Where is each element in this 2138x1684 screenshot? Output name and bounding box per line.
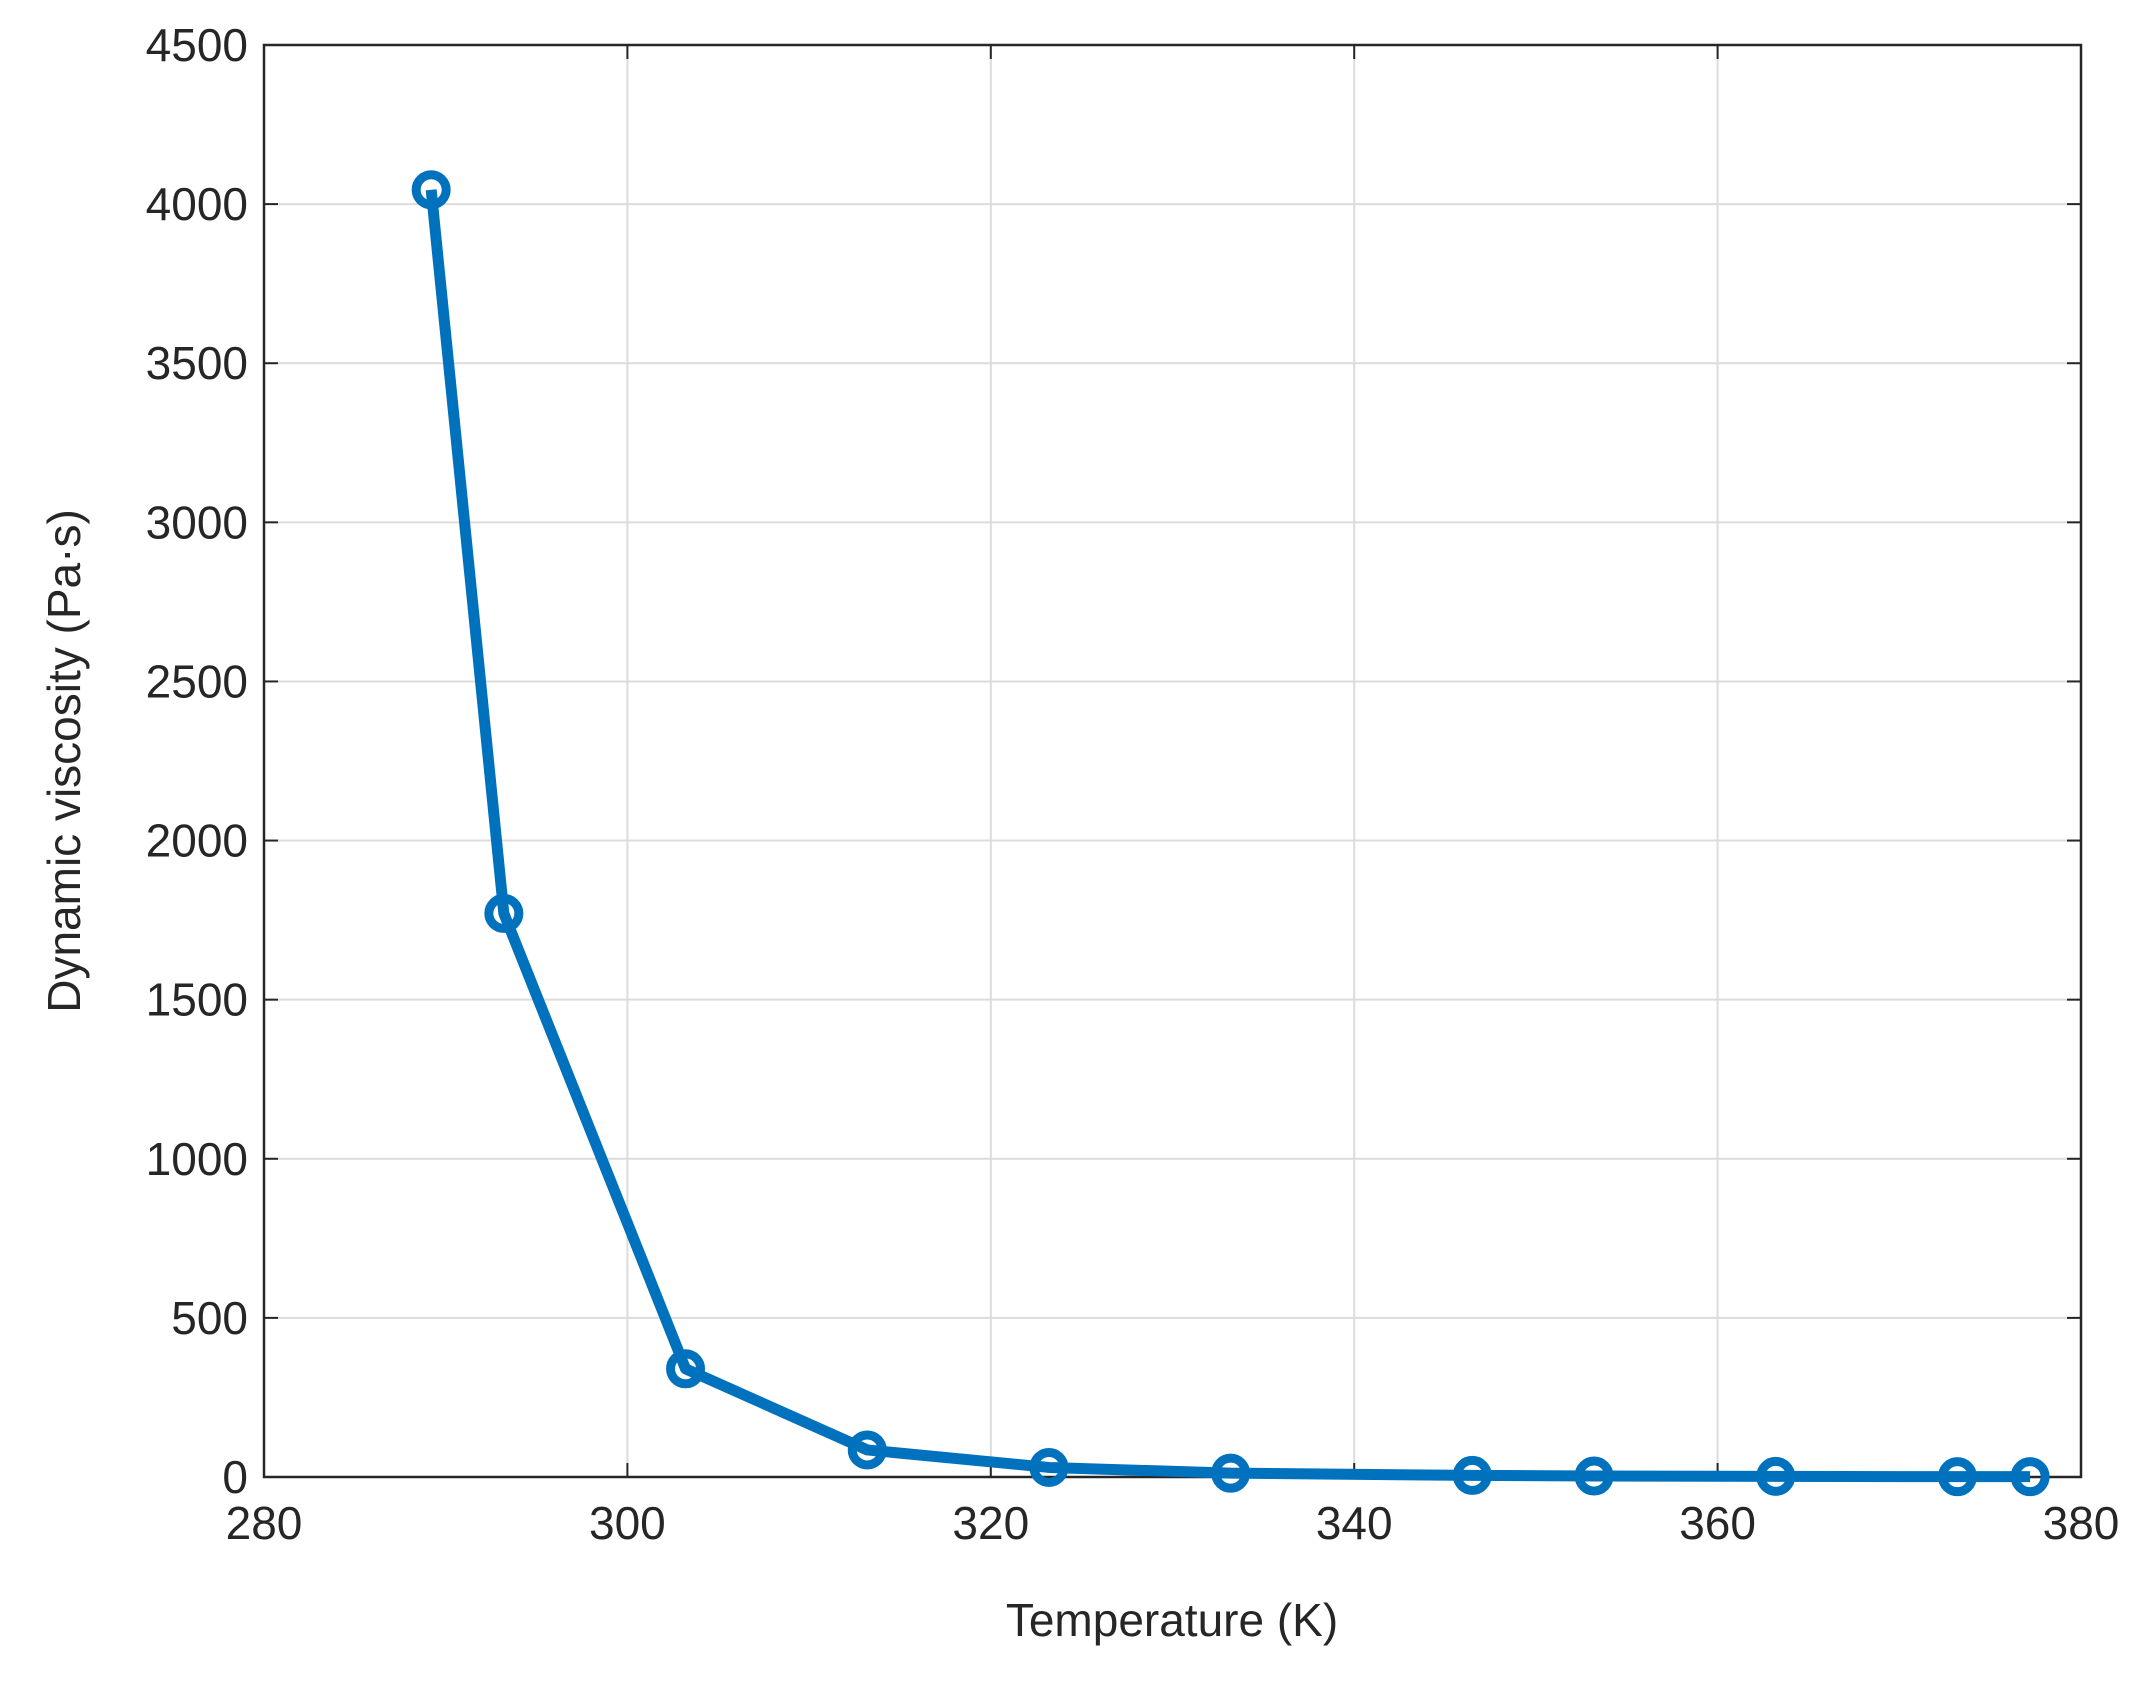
y-tick-label: 3000 xyxy=(146,496,248,548)
data-marker xyxy=(411,170,451,210)
data-marker xyxy=(484,893,524,933)
data-line xyxy=(425,189,2031,1483)
y-tick-label: 2500 xyxy=(146,655,248,707)
data-marker xyxy=(1211,1453,1251,1493)
y-tick-label: 3500 xyxy=(146,337,248,389)
data-marker xyxy=(2010,1457,2050,1497)
x-tick-label: 320 xyxy=(952,1497,1029,1549)
y-tick-label: 1500 xyxy=(146,974,248,1026)
y-tick-label: 1000 xyxy=(146,1133,248,1185)
x-tick-label: 300 xyxy=(589,1497,666,1549)
data-marker xyxy=(1452,1455,1492,1495)
y-tick-label: 500 xyxy=(171,1292,248,1344)
x-tick-label: 340 xyxy=(1316,1497,1393,1549)
x-axis-label: Temperature (K) xyxy=(1006,1594,1338,1646)
plot-frame xyxy=(262,43,2083,1479)
data-marker xyxy=(1029,1447,1069,1487)
data-marker xyxy=(1756,1456,1796,1496)
y-axis-label: Dynamic viscosity (Pa·s) xyxy=(38,509,90,1013)
data-marker xyxy=(1937,1457,1977,1497)
data-marker xyxy=(1574,1456,1614,1496)
data-marker xyxy=(666,1349,706,1389)
y-tick-label: 0 xyxy=(222,1451,248,1503)
x-tick-label: 360 xyxy=(1679,1497,1756,1549)
y-tick-label: 2000 xyxy=(146,815,248,867)
data-marker xyxy=(847,1430,887,1470)
x-tick-label: 380 xyxy=(2043,1497,2120,1549)
y-tick-label: 4500 xyxy=(146,19,248,71)
y-tick-label: 4000 xyxy=(146,178,248,230)
x-tick-label: 280 xyxy=(226,1497,303,1549)
